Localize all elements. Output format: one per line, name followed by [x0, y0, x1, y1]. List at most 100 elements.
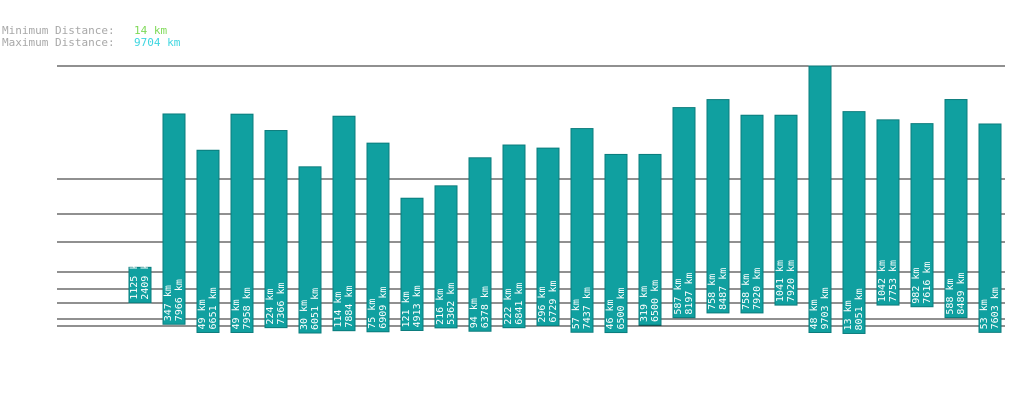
- bar-group: 319 km 6500 km: [638, 153, 662, 326]
- bars: 1125 km 2409 km 347 km 7966 km 49 km 6651 km 4…: [128, 65, 1002, 334]
- bar-group: 48 km 9703 km: [808, 65, 832, 334]
- bar-group: 758 km 7920 km: [740, 114, 764, 314]
- bar-group: 1041 km 7920 km: [774, 114, 798, 306]
- distance-bar: [332, 115, 356, 332]
- bar-group: 30 km 6051 km: [298, 166, 322, 334]
- bar-min-label: 224 km: [265, 289, 276, 325]
- bar-min-label: 1042 km: [877, 260, 888, 302]
- bar-group: 1042 km 7753 km: [876, 119, 900, 306]
- bar-group: 982 km 7616 km: [910, 123, 934, 308]
- distance-bar: [876, 119, 900, 306]
- bar-min-label: 319 km: [639, 286, 650, 322]
- bar-min-label: 30 km: [299, 300, 310, 330]
- bar-min-label: 758 km: [707, 274, 718, 310]
- distance-bar: [536, 147, 560, 327]
- distance-bar: [264, 130, 288, 329]
- bar-group: 216 km 5362 km: [434, 185, 458, 329]
- distance-bar: [366, 142, 390, 333]
- bar-max-label: 8197 km: [684, 272, 695, 314]
- distance-bar: [910, 123, 934, 308]
- bar-max-label: 8487 km: [718, 268, 729, 310]
- bar-max-label: 6500 km: [616, 287, 627, 329]
- distance-bar: [638, 153, 662, 326]
- bar-max-label: 5362 km: [446, 283, 457, 325]
- bar-min-label: 982 km: [911, 268, 922, 304]
- distance-bar: [672, 107, 696, 319]
- bar-max-label: 6841 km: [514, 283, 525, 325]
- bar-min-label: 758 km: [741, 274, 752, 310]
- bar-max-label: 7884 km: [344, 286, 355, 328]
- bar-group: 46 km 6500 km: [604, 153, 628, 334]
- bar-min-label: 13 km: [843, 300, 854, 330]
- bar-max-label: 7437 km: [582, 287, 593, 329]
- bar-min-label: 57 km: [571, 299, 582, 329]
- bar-group: 94 km 6378 km: [468, 157, 492, 332]
- distance-bar: [434, 185, 458, 329]
- bar-group: 49 km 6651 km: [196, 149, 220, 333]
- bar-max-label: 2409 km: [140, 258, 151, 300]
- distance-bar: [706, 99, 730, 314]
- distance-bar: [944, 99, 968, 319]
- distance-bar: [740, 114, 764, 314]
- bar-group: 57 km 7437 km: [570, 128, 594, 333]
- bar-group: 121 km 4913 km: [400, 197, 424, 331]
- distance-summary: Minimum Distance: 14 km Maximum Distance:…: [2, 25, 180, 49]
- distance-bar: [604, 153, 628, 334]
- bar-max-label: 4913 km: [412, 285, 423, 327]
- distance-bar: [808, 65, 832, 334]
- bar-max-label: 7958 km: [242, 287, 253, 329]
- max-distance-row: Maximum Distance: 9704 km: [2, 37, 180, 49]
- bar-min-label: 1125 km: [129, 258, 140, 300]
- bar-max-label: 7753 km: [888, 260, 899, 302]
- bar-max-label: 6500 km: [650, 280, 661, 322]
- bar-min-label: 222 km: [503, 289, 514, 325]
- distance-bar: [298, 166, 322, 334]
- bar-max-label: 6651 km: [208, 287, 219, 329]
- bar-min-label: 48 km: [809, 299, 820, 329]
- bar-max-label: 6729 km: [548, 281, 559, 323]
- bar-max-label: 6378 km: [480, 286, 491, 328]
- bar-group: 224 km 7366 km: [264, 130, 288, 329]
- bar-group: 114 km 7884 km: [332, 115, 356, 332]
- min-distance-row: Minimum Distance: 14 km: [2, 25, 180, 37]
- bar-min-label: 587 km: [673, 279, 684, 315]
- min-distance-label: Minimum Distance:: [2, 24, 115, 37]
- distance-bar: [400, 197, 424, 331]
- bar-min-label: 216 km: [435, 289, 446, 325]
- bar-max-label: 9703 km: [820, 287, 831, 329]
- bar-max-label: 7920 km: [786, 260, 797, 302]
- distance-bar: [230, 113, 254, 333]
- bar-max-label: 6051 km: [310, 288, 321, 330]
- bar-group: 1125 km 2409 km: [128, 258, 152, 304]
- bar-max-label: 8489 km: [956, 272, 967, 314]
- bar-min-label: 347 km: [163, 285, 174, 321]
- distance-bar: [774, 114, 798, 306]
- bar-group: 13 km 8051 km: [842, 111, 866, 334]
- bar-min-label: 296 km: [537, 287, 548, 323]
- bar-group: 587 km 8197 km: [672, 107, 696, 319]
- bar-min-label: 121 km: [401, 291, 412, 327]
- max-distance-label: Maximum Distance:: [2, 36, 115, 49]
- bar-group: 347 km 7966 km: [162, 113, 186, 325]
- bar-min-label: 588 km: [945, 278, 956, 314]
- distance-bar: [196, 149, 220, 333]
- bar-group: 53 km 7603 km: [978, 123, 1002, 333]
- bar-max-label: 6909 km: [378, 287, 389, 329]
- bar-min-label: 94 km: [469, 298, 480, 328]
- distance-bar: [502, 144, 526, 329]
- bar-group: 758 km 8487 km: [706, 99, 730, 314]
- bar-max-label: 7966 km: [174, 279, 185, 321]
- bar-max-label: 7920 km: [752, 268, 763, 310]
- bar-group: 222 km 6841 km: [502, 144, 526, 329]
- bar-min-label: 53 km: [979, 299, 990, 329]
- distance-bar: [128, 266, 152, 304]
- bar-group: 296 km 6729 km: [536, 147, 560, 327]
- bar-min-label: 1041 km: [775, 260, 786, 302]
- distance-bar: [978, 123, 1002, 333]
- bar-group: 75 km 6909 km: [366, 142, 390, 333]
- distance-bar: [468, 157, 492, 332]
- bar-group: 588 km 8489 km: [944, 99, 968, 319]
- bar-max-label: 7616 km: [922, 262, 933, 304]
- max-distance-value: 9704 km: [134, 36, 181, 49]
- bar-max-label: 8051 km: [854, 288, 865, 330]
